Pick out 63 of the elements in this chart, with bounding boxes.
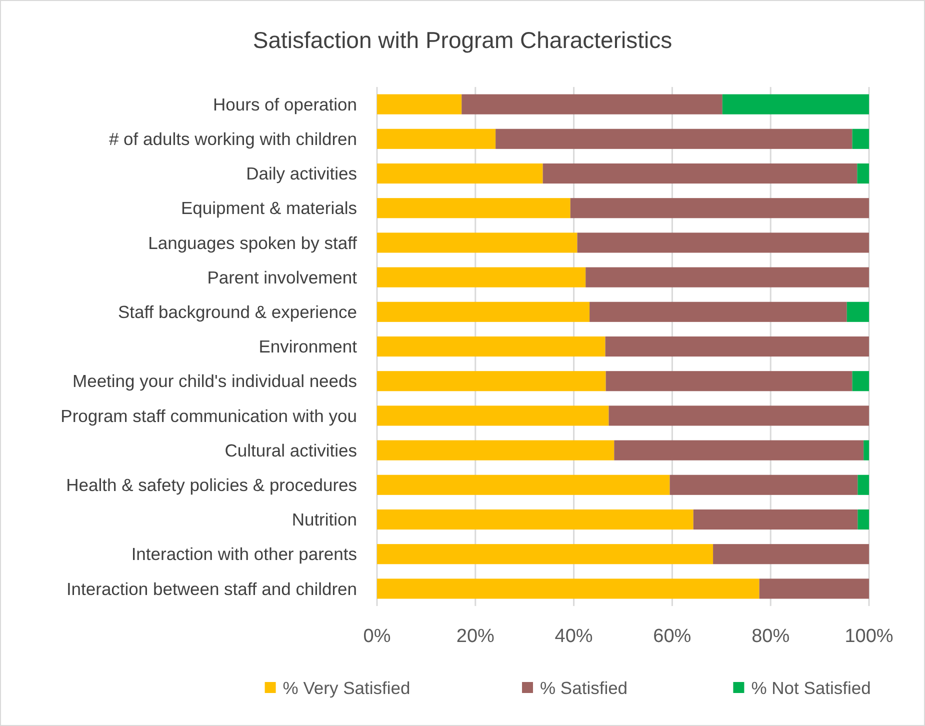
bar bbox=[377, 163, 543, 184]
bar bbox=[846, 302, 869, 322]
y-tick-label: Equipment & materials bbox=[180, 198, 358, 218]
bar bbox=[377, 302, 590, 322]
y-tick-label: Cultural activities bbox=[224, 440, 358, 460]
bar bbox=[377, 474, 670, 495]
chart-title: Satisfaction with Program Characteristics bbox=[252, 27, 672, 53]
bar bbox=[377, 371, 606, 392]
bar bbox=[377, 198, 570, 218]
bar bbox=[586, 267, 869, 288]
bar bbox=[864, 440, 869, 460]
bar bbox=[577, 232, 869, 253]
y-tick-label: Interaction between staff and children bbox=[66, 578, 357, 599]
y-tick-label: Program staff communication with you bbox=[60, 406, 357, 426]
y-tick-label: Parent involvement bbox=[207, 267, 358, 288]
bar bbox=[496, 128, 852, 149]
y-tick-label: Staff background & experience bbox=[118, 302, 357, 322]
bar bbox=[852, 371, 869, 392]
bar bbox=[542, 163, 858, 184]
x-tick-label: 40% bbox=[554, 626, 593, 647]
bar bbox=[377, 544, 714, 564]
bar bbox=[858, 509, 869, 530]
bar bbox=[852, 128, 869, 149]
bar bbox=[857, 163, 869, 184]
bar bbox=[570, 198, 869, 218]
bar bbox=[713, 544, 869, 564]
bar bbox=[606, 371, 852, 392]
bar bbox=[377, 94, 462, 114]
y-tick-label: Meeting your child's individual needs bbox=[72, 371, 358, 392]
bar bbox=[377, 406, 609, 426]
bar bbox=[608, 406, 869, 426]
x-tick-label: 0% bbox=[363, 626, 391, 647]
y-tick-label: Languages spoken by staff bbox=[148, 232, 358, 253]
y-tick-label: Hours of operation bbox=[213, 94, 357, 114]
y-tick-label: Interaction with other parents bbox=[131, 544, 358, 564]
bar bbox=[759, 578, 869, 599]
bar bbox=[858, 474, 869, 495]
bar bbox=[377, 578, 760, 599]
bar bbox=[377, 336, 606, 357]
bar bbox=[590, 302, 847, 322]
bar bbox=[614, 440, 864, 460]
x-tick-label: 20% bbox=[456, 626, 495, 647]
bar bbox=[462, 94, 722, 114]
y-tick-label: Daily activities bbox=[246, 164, 358, 184]
bar bbox=[377, 232, 578, 253]
bar bbox=[377, 267, 586, 288]
y-tick-label: Environment bbox=[258, 336, 358, 357]
bar bbox=[377, 440, 614, 460]
x-tick-label: 100% bbox=[844, 626, 894, 647]
legend-label: % Satisfied bbox=[540, 678, 628, 698]
x-tick-label: 80% bbox=[752, 626, 790, 647]
legend-label: % Not Satisfied bbox=[751, 678, 871, 698]
x-tick-label: 60% bbox=[653, 626, 692, 647]
bar bbox=[693, 509, 858, 530]
bar bbox=[722, 94, 869, 114]
bar bbox=[377, 128, 496, 149]
y-tick-label: Nutrition bbox=[292, 510, 357, 530]
legend-label: % Very Satisfied bbox=[282, 678, 410, 698]
bar bbox=[670, 474, 858, 495]
bar bbox=[377, 509, 694, 530]
y-tick-label: Health & safety policies & procedures bbox=[66, 475, 358, 496]
y-tick-label: # of adults working with children bbox=[108, 129, 357, 150]
bar bbox=[605, 336, 869, 357]
